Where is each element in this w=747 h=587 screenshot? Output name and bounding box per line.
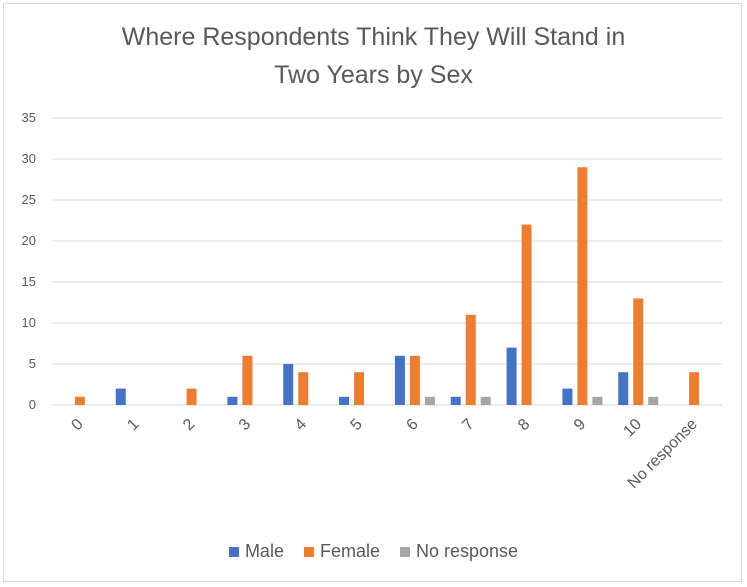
bar-female-4 <box>298 372 309 405</box>
bar-male-4 <box>283 364 294 405</box>
x-tick-label: 8 <box>515 416 533 434</box>
bar-female-3 <box>242 355 253 405</box>
chart-title-line2: Two Years by Sex <box>274 61 473 89</box>
bar-female-6 <box>409 355 420 405</box>
x-tick-label: 3 <box>236 416 254 434</box>
legend-item-male: Male <box>228 541 284 562</box>
legend-label-no-response: No response <box>415 541 519 561</box>
y-tick-label: 10 <box>22 315 36 330</box>
bar-female-5 <box>354 372 365 405</box>
bar-male-1 <box>115 388 126 405</box>
legend-label-male: Male <box>244 541 284 561</box>
bar-male-8 <box>506 347 517 405</box>
gridlines <box>52 117 722 406</box>
x-tick-label: 4 <box>292 416 310 434</box>
bars <box>74 167 700 405</box>
bar-male-3 <box>227 396 238 405</box>
legend-swatch-no-response <box>399 546 410 557</box>
bar-no-response-7 <box>480 396 491 405</box>
y-tick-label: 30 <box>22 151 36 166</box>
bar-female-9 <box>577 167 588 405</box>
bar-female-0 <box>74 396 85 405</box>
y-axis: 0 5 10 15 20 25 30 35 <box>22 110 36 412</box>
bar-female-2 <box>186 388 197 405</box>
chart-title: Where Respondents Think They Will Stand … <box>0 18 747 94</box>
legend-swatch-male <box>228 546 239 557</box>
bar-female-10 <box>633 298 644 405</box>
bar-male-9 <box>562 388 573 405</box>
bar-no-response-9 <box>592 396 603 405</box>
y-tick-label: 35 <box>22 110 36 125</box>
x-tick-label: 9 <box>571 416 589 434</box>
legend-swatch-female <box>303 546 314 557</box>
chart-title-line1: Where Respondents Think They Will Stand … <box>121 23 626 51</box>
legend: Male Female No response <box>0 541 747 562</box>
x-tick-label: 5 <box>348 416 366 434</box>
legend-label-female: Female <box>319 541 380 561</box>
y-tick-label: 5 <box>29 356 36 371</box>
chart-frame <box>3 3 742 582</box>
bar-female-no-response <box>689 372 700 405</box>
x-tick-label: 10 <box>620 416 645 441</box>
y-tick-label: 20 <box>22 233 36 248</box>
bar-female-7 <box>465 314 476 405</box>
bar-male-6 <box>394 355 405 405</box>
bar-no-response-10 <box>648 396 659 405</box>
bar-female-8 <box>521 224 532 405</box>
x-tick-label: 2 <box>180 416 198 434</box>
legend-item-female: Female <box>303 541 380 562</box>
x-tick-label: 1 <box>124 416 142 434</box>
y-tick-label: 0 <box>29 397 36 412</box>
bar-male-7 <box>450 396 461 405</box>
bar-male-10 <box>618 372 629 405</box>
x-tick-label: 6 <box>403 416 421 434</box>
bar-male-5 <box>339 396 350 405</box>
x-tick-label: 0 <box>68 416 86 434</box>
bar-no-response-6 <box>424 396 435 405</box>
x-tick-label: 7 <box>459 416 477 434</box>
legend-item-no-response: No response <box>399 541 519 562</box>
y-tick-label: 15 <box>22 274 36 289</box>
y-tick-label: 25 <box>22 192 36 207</box>
